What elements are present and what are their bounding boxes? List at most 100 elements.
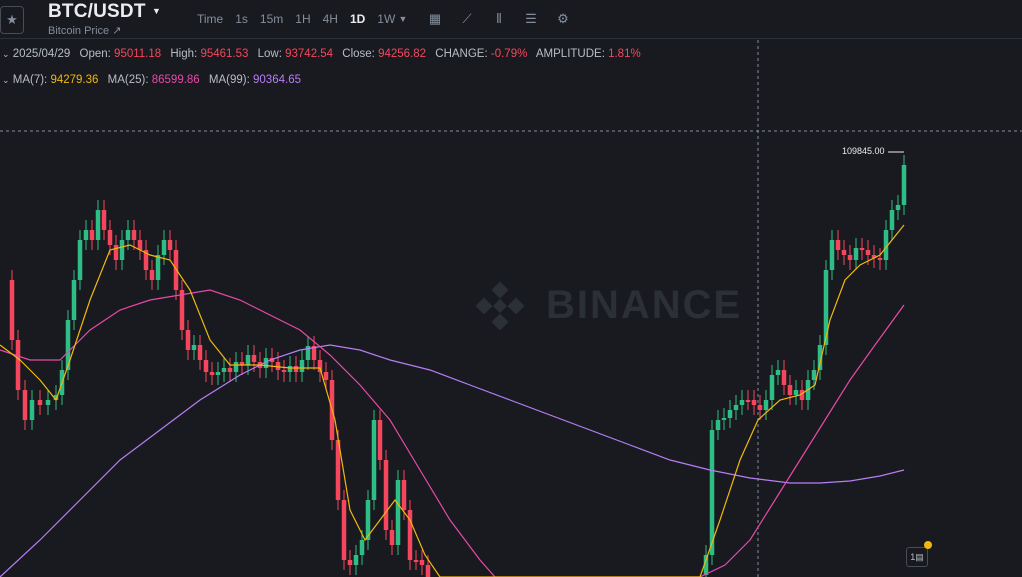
- candle-body: [733, 405, 739, 410]
- candle-body: [775, 370, 781, 375]
- chevron-down-icon[interactable]: ▼: [152, 6, 161, 16]
- candles-group: [9, 155, 907, 577]
- candle-body: [889, 210, 895, 230]
- top-toolbar: ★ BTC/USDT ▼ Bitcoin Price ↗ Time 1s 15m…: [0, 0, 1022, 39]
- candle-body: [739, 400, 745, 405]
- candle-body: [95, 210, 101, 240]
- interval-1s[interactable]: 1s: [235, 12, 248, 26]
- candle-body: [149, 270, 155, 280]
- candle-body: [45, 400, 51, 405]
- ma-info-row: ⌄ MA(7): 94279.36 MA(25): 86599.86 MA(99…: [2, 74, 301, 86]
- candle-body: [29, 400, 35, 420]
- candle-body: [239, 362, 245, 365]
- candle-body: [22, 390, 28, 420]
- open-label: Open:: [79, 48, 111, 60]
- amplitude-value: 1.81%: [608, 48, 641, 60]
- candle-body: [143, 250, 149, 270]
- candle-body: [823, 270, 829, 345]
- interval-4h[interactable]: 4H: [322, 12, 338, 26]
- amplitude-label: AMPLITUDE:: [535, 48, 605, 60]
- candle-body: [203, 360, 209, 372]
- candle-type-icon[interactable]: ⫴: [496, 11, 502, 26]
- low-label: Low:: [257, 48, 282, 60]
- candle-body: [9, 280, 15, 340]
- ma25-label: MA(25):: [107, 74, 149, 86]
- candle-body: [835, 240, 841, 250]
- candle-body: [865, 250, 871, 255]
- notification-dot: [924, 541, 932, 549]
- ma99-label: MA(99):: [208, 74, 250, 86]
- candle-body: [299, 360, 305, 372]
- ma25-line: [0, 289, 905, 577]
- ma7-label: MA(7):: [12, 74, 48, 86]
- candle-body: [119, 240, 125, 260]
- candle-body: [413, 560, 419, 562]
- high-value: 95461.53: [200, 48, 249, 60]
- candle-body: [227, 368, 233, 372]
- candle-body: [389, 530, 395, 545]
- candle-body: [799, 390, 805, 400]
- candle-body: [859, 248, 865, 250]
- drawing-tools-toggle-icon[interactable]: 1▤: [906, 547, 928, 567]
- candle-body: [293, 366, 299, 372]
- candle-body: [15, 340, 21, 390]
- candle-body: [817, 345, 823, 370]
- layout-icon[interactable]: ☰: [525, 11, 537, 26]
- change-label: CHANGE:: [435, 48, 488, 60]
- favorite-star-icon[interactable]: ★: [0, 6, 24, 34]
- ma25-value: 86599.86: [151, 74, 200, 86]
- interval-time[interactable]: Time: [197, 12, 224, 26]
- candle-body: [811, 370, 817, 380]
- interval-1d[interactable]: 1D: [349, 12, 366, 26]
- ohlc-date: 2025/04/29: [12, 48, 71, 60]
- candle-body: [721, 418, 727, 420]
- candle-body: [311, 346, 317, 360]
- candle-body: [709, 430, 715, 555]
- candle-body: [407, 510, 413, 560]
- pair-title[interactable]: BTC/USDT: [48, 1, 146, 22]
- candle-body: [317, 360, 323, 372]
- max-price-label: 109845.00: [842, 146, 885, 156]
- indicator-icon[interactable]: ⟋: [462, 11, 472, 26]
- candle-body: [53, 395, 59, 400]
- candle-body: [757, 405, 763, 410]
- calendar-icon[interactable]: ▦: [428, 11, 442, 26]
- candle-body: [113, 245, 119, 260]
- open-value: 95011.18: [114, 48, 162, 60]
- candle-body: [155, 255, 161, 280]
- candle-body: [287, 366, 293, 372]
- interval-1w[interactable]: 1W: [377, 12, 396, 26]
- candle-body: [395, 480, 401, 545]
- close-label: Close:: [342, 48, 375, 60]
- candle-body: [371, 420, 377, 500]
- candle-body: [137, 240, 143, 250]
- candle-body: [251, 355, 257, 362]
- candle-body: [727, 410, 733, 418]
- interval-15m[interactable]: 15m: [259, 12, 284, 26]
- candle-body: [233, 362, 239, 372]
- candle-body: [101, 210, 107, 230]
- interval-tabs: Time 1s 15m 1H 4H 1D 1W: [197, 12, 407, 26]
- candle-body: [89, 230, 95, 240]
- candle-body: [359, 540, 365, 555]
- interval-more-chevron-icon[interactable]: ▼: [398, 14, 408, 24]
- candle-body: [197, 345, 203, 360]
- candle-body: [877, 258, 883, 260]
- candle-body: [221, 368, 227, 372]
- settings-gear-icon[interactable]: ⚙: [557, 11, 569, 26]
- binance-logo-watermark: [475, 281, 525, 331]
- low-value: 93742.54: [285, 48, 334, 60]
- candle-body: [323, 372, 329, 380]
- collapse-chevron-icon[interactable]: ⌄: [2, 75, 10, 85]
- candle-body: [179, 290, 185, 330]
- interval-1h[interactable]: 1H: [295, 12, 311, 26]
- candle-body: [71, 280, 77, 320]
- collapse-chevron-icon[interactable]: ⌄: [2, 49, 10, 59]
- candle-body: [901, 165, 907, 205]
- candle-body: [401, 480, 407, 510]
- candle-body: [167, 240, 173, 250]
- candle-body: [883, 230, 889, 260]
- candle-body: [841, 250, 847, 255]
- pair-subtitle-link[interactable]: Bitcoin Price ↗: [48, 25, 122, 37]
